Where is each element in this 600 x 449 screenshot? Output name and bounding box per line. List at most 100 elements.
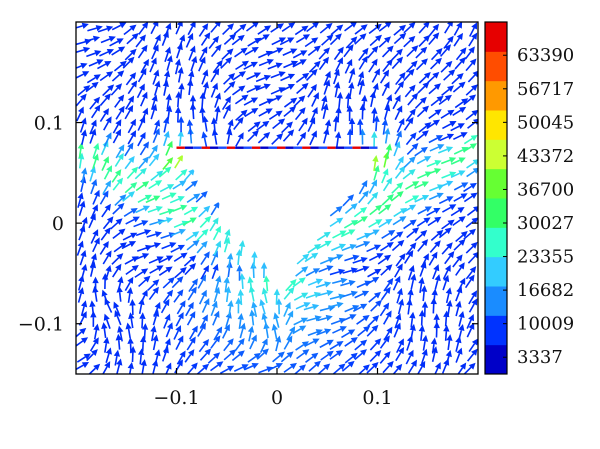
flow-arrow-shaft xyxy=(92,242,98,253)
flow-arrow-head xyxy=(103,313,110,321)
flow-arrow-head xyxy=(191,362,198,370)
flow-arrow-head xyxy=(128,155,135,164)
flow-arrow-head xyxy=(290,97,298,105)
flow-arrow-head xyxy=(189,311,196,319)
flow-arrow-shaft xyxy=(393,328,399,338)
flow-arrow-shaft xyxy=(220,61,229,69)
flow-arrow-shaft xyxy=(198,62,204,72)
flow-arrow-shaft xyxy=(116,315,122,326)
flow-arrow-head xyxy=(397,298,405,306)
flow-arrow-shaft xyxy=(228,306,232,316)
flow-arrow-head xyxy=(395,313,402,321)
flow-arrow-head xyxy=(470,134,478,142)
flow-arrow-head xyxy=(91,178,98,187)
flow-arrow-shaft xyxy=(89,342,97,352)
flow-arrow-shaft xyxy=(223,342,231,352)
flow-arrow-shaft xyxy=(124,185,133,194)
flow-arrow-shaft xyxy=(234,50,243,58)
flow-arrow-head xyxy=(106,25,114,32)
flow-arrow-shaft xyxy=(127,85,135,95)
flow-arrow-shaft xyxy=(256,123,265,131)
colorbar-band xyxy=(485,256,507,287)
flow-arrow-shaft xyxy=(305,73,314,81)
flow-arrow-shaft xyxy=(176,48,181,59)
flow-arrow-shaft xyxy=(90,209,96,220)
flow-arrow-head xyxy=(117,325,124,333)
flow-arrow-shaft xyxy=(201,303,208,313)
flow-arrow-head xyxy=(278,71,286,78)
flow-arrow-shaft xyxy=(280,355,290,363)
flow-arrow-head xyxy=(348,229,356,236)
flow-arrow-head xyxy=(372,229,380,236)
flow-arrow-head xyxy=(115,83,123,91)
flow-arrow-head xyxy=(362,364,370,372)
flow-arrow-head xyxy=(445,287,452,295)
flow-arrow-shaft xyxy=(173,255,183,262)
flow-arrow-shaft xyxy=(453,149,464,155)
flow-arrow-shaft xyxy=(212,64,220,74)
flow-arrow-shaft xyxy=(422,341,426,351)
flow-arrow-shaft xyxy=(405,113,413,122)
flow-arrow-shaft xyxy=(466,209,476,217)
flow-arrow-shaft xyxy=(283,291,291,300)
flow-arrow-shaft xyxy=(428,28,436,37)
flow-arrow-shaft xyxy=(89,172,94,182)
flow-arrow-shaft xyxy=(345,40,354,49)
flow-arrow-shaft xyxy=(123,28,132,36)
flow-arrow-shaft xyxy=(152,340,157,351)
flow-arrow-shaft xyxy=(382,365,390,374)
flow-arrow-shaft xyxy=(383,282,391,292)
flow-arrow-shaft xyxy=(307,88,314,98)
flow-arrow-head xyxy=(384,127,391,135)
flow-arrow-head xyxy=(458,81,466,89)
flow-arrow-head xyxy=(273,288,281,296)
flow-arrow-shaft xyxy=(441,246,450,255)
flow-arrow-shaft xyxy=(383,331,390,341)
flow-arrow-head xyxy=(423,71,431,79)
flow-arrow-head xyxy=(89,213,96,221)
flow-arrow-head xyxy=(165,362,172,370)
flow-arrow-shaft xyxy=(137,137,144,147)
flow-arrow-shaft xyxy=(238,319,242,330)
flow-arrow-shaft xyxy=(358,194,366,204)
flow-arrow-shaft xyxy=(159,210,169,216)
flow-arrow-head xyxy=(154,34,161,42)
flow-arrow-shaft xyxy=(404,89,413,98)
flow-arrow-shaft xyxy=(212,316,218,326)
flow-arrow-shaft xyxy=(452,109,462,117)
flow-arrow-shaft xyxy=(133,222,143,228)
flow-arrow-head xyxy=(275,110,283,117)
flow-arrow-head xyxy=(458,157,466,164)
flow-arrow-head xyxy=(115,119,122,127)
flow-arrow-shaft xyxy=(268,365,278,371)
flow-arrow-shaft xyxy=(223,242,229,253)
flow-arrow-head xyxy=(472,252,478,259)
flow-arrow-shaft xyxy=(341,316,352,322)
flow-arrow-head xyxy=(301,266,309,273)
flow-arrow-head xyxy=(460,230,468,238)
flow-arrow-shaft xyxy=(348,73,353,84)
flow-arrow-shaft xyxy=(450,159,461,165)
flow-arrow-shaft xyxy=(318,267,328,273)
flow-arrow-head xyxy=(458,239,466,246)
colorbar-band xyxy=(485,344,507,375)
flow-arrow-head xyxy=(129,72,137,80)
flow-arrow-shaft xyxy=(357,329,366,337)
flow-arrow-head xyxy=(290,48,298,55)
flow-arrow-head xyxy=(211,300,218,308)
flow-arrow-shaft xyxy=(368,221,378,228)
flow-arrow-head xyxy=(412,227,420,234)
flow-arrow-shaft xyxy=(468,303,475,313)
flow-arrow-shaft xyxy=(349,88,353,98)
flow-arrow-shaft xyxy=(138,304,143,314)
flow-arrow-shaft xyxy=(99,246,107,255)
flow-arrow-head xyxy=(141,289,148,297)
flow-arrow-shaft xyxy=(279,39,289,46)
flow-arrow-shaft xyxy=(394,110,401,121)
flow-arrow-head xyxy=(202,69,209,77)
flow-arrow-shaft xyxy=(153,39,159,49)
flow-arrow-shaft xyxy=(122,194,131,202)
flow-arrow-head xyxy=(455,300,462,308)
flow-arrow-head xyxy=(348,279,356,287)
flow-arrow-shaft xyxy=(415,62,424,71)
